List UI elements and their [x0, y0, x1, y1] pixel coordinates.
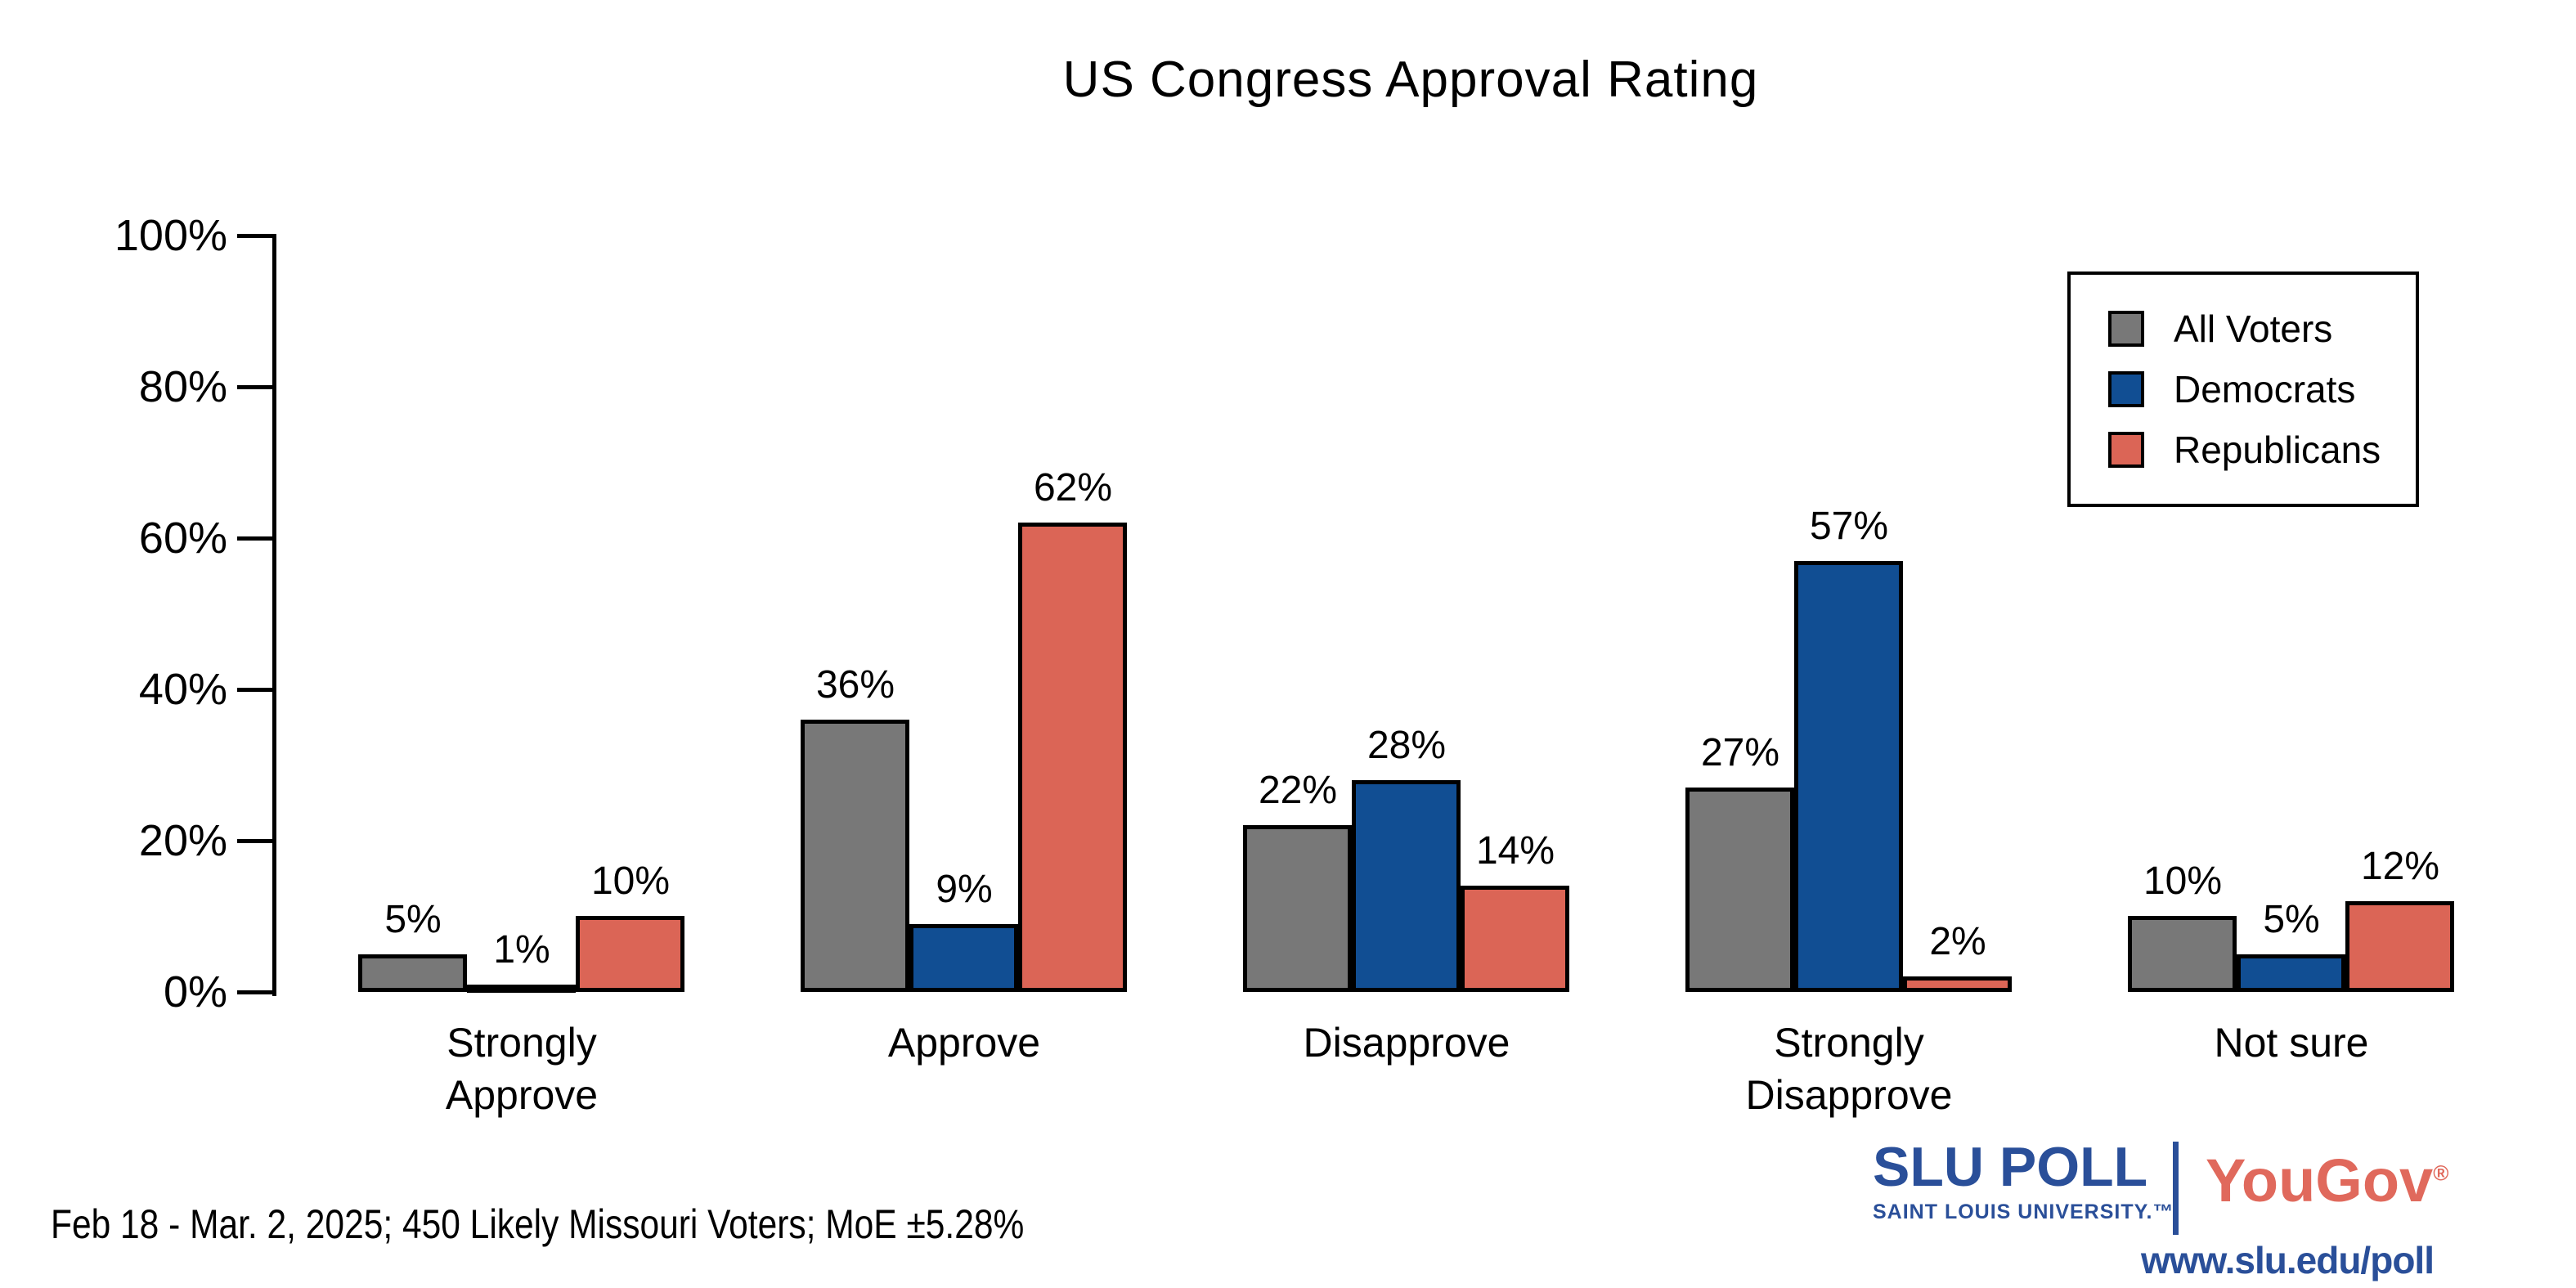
bar-all-voters-2 [1243, 825, 1352, 992]
bar-republicans-0 [576, 916, 684, 992]
bar-value-label: 9% [936, 868, 993, 911]
bar-republicans-1 [1018, 523, 1127, 992]
category-label-4: Not sure [2214, 1020, 2369, 1066]
bar-republicans-3 [1903, 976, 2012, 992]
y-axis-tick-label: 80% [138, 362, 227, 411]
bar-value-label: 28% [1367, 724, 1447, 767]
category-label-1: Approve [887, 1020, 1041, 1066]
yougov-wordmark: YouGov [2206, 1147, 2434, 1214]
y-axis-tick [237, 234, 276, 238]
y-axis-tick-label: 20% [138, 816, 227, 865]
legend-swatch [2108, 432, 2144, 468]
y-axis-tick [237, 839, 276, 843]
bar-democrats-2 [1352, 780, 1461, 992]
bar-value-label: 5% [2263, 898, 2320, 941]
bar-value-label: 10% [2143, 859, 2223, 903]
slu-poll-wordmark: SLU POLL [1873, 1136, 2148, 1198]
legend-label: Democrats [2174, 368, 2356, 411]
poll-url: www.slu.edu/poll [2141, 1239, 2435, 1281]
bar-value-label: 12% [2360, 845, 2440, 888]
logo-separator [2173, 1142, 2179, 1235]
legend-swatch [2108, 371, 2144, 407]
bar-value-label: 14% [1475, 829, 1555, 873]
y-axis-tick [237, 990, 276, 994]
y-axis-tick [237, 385, 276, 389]
bar-all-voters-1 [801, 720, 909, 992]
legend-item: All Voters [2108, 308, 2416, 349]
bar-value-label: 22% [1258, 769, 1338, 812]
bar-value-label: 2% [1929, 920, 1986, 963]
bar-republicans-2 [1461, 886, 1569, 992]
bar-democrats-4 [2237, 954, 2345, 992]
bar-all-voters-4 [2128, 916, 2237, 992]
legend-label: Republicans [2174, 429, 2381, 471]
legend-item: Republicans [2108, 429, 2416, 470]
category-label-0: Strongly Approve [445, 1020, 599, 1118]
bar-value-label: 62% [1033, 466, 1113, 509]
bar-democrats-0 [467, 985, 576, 993]
y-axis-line [272, 236, 276, 996]
slu-poll-logo: SLU POLL SAINT LOUIS UNIVERSITY.™ [1873, 1138, 2174, 1223]
yougov-logo: YouGov® [2206, 1148, 2448, 1214]
bar-value-label: 36% [815, 663, 895, 707]
legend: All Voters Democrats Republicans [2067, 272, 2419, 507]
bar-republicans-4 [2345, 901, 2454, 992]
y-axis-tick [237, 536, 276, 541]
bar-value-label: 5% [384, 898, 442, 941]
bar-value-label: 27% [1700, 731, 1780, 774]
bar-value-label: 1% [493, 928, 550, 972]
legend-label: All Voters [2174, 307, 2333, 350]
y-axis-tick-label: 0% [163, 967, 227, 1016]
legend-item: Democrats [2108, 369, 2416, 410]
footer-note: Feb 18 - Mar. 2, 2025; 450 Likely Missou… [51, 1201, 1025, 1247]
bar-value-label: 10% [590, 859, 671, 903]
bar-value-label: 57% [1809, 505, 1889, 548]
y-axis-tick-label: 60% [138, 514, 227, 563]
bar-all-voters-3 [1685, 788, 1794, 992]
bar-democrats-3 [1794, 561, 1903, 992]
category-label-2: Disapprove [1303, 1020, 1510, 1066]
legend-swatch [2108, 311, 2144, 347]
bar-democrats-1 [909, 924, 1018, 992]
category-label-3: Strongly Disapprove [1745, 1020, 1953, 1118]
y-axis-tick [237, 688, 276, 692]
registered-mark-icon: ® [2433, 1160, 2449, 1186]
chart-title: US Congress Approval Rating [1062, 52, 1759, 108]
y-axis-tick-label: 100% [114, 211, 227, 260]
bar-all-voters-0 [358, 954, 467, 992]
slu-university-subtitle: SAINT LOUIS UNIVERSITY.™ [1873, 1200, 2174, 1223]
y-axis-tick-label: 40% [138, 665, 227, 714]
